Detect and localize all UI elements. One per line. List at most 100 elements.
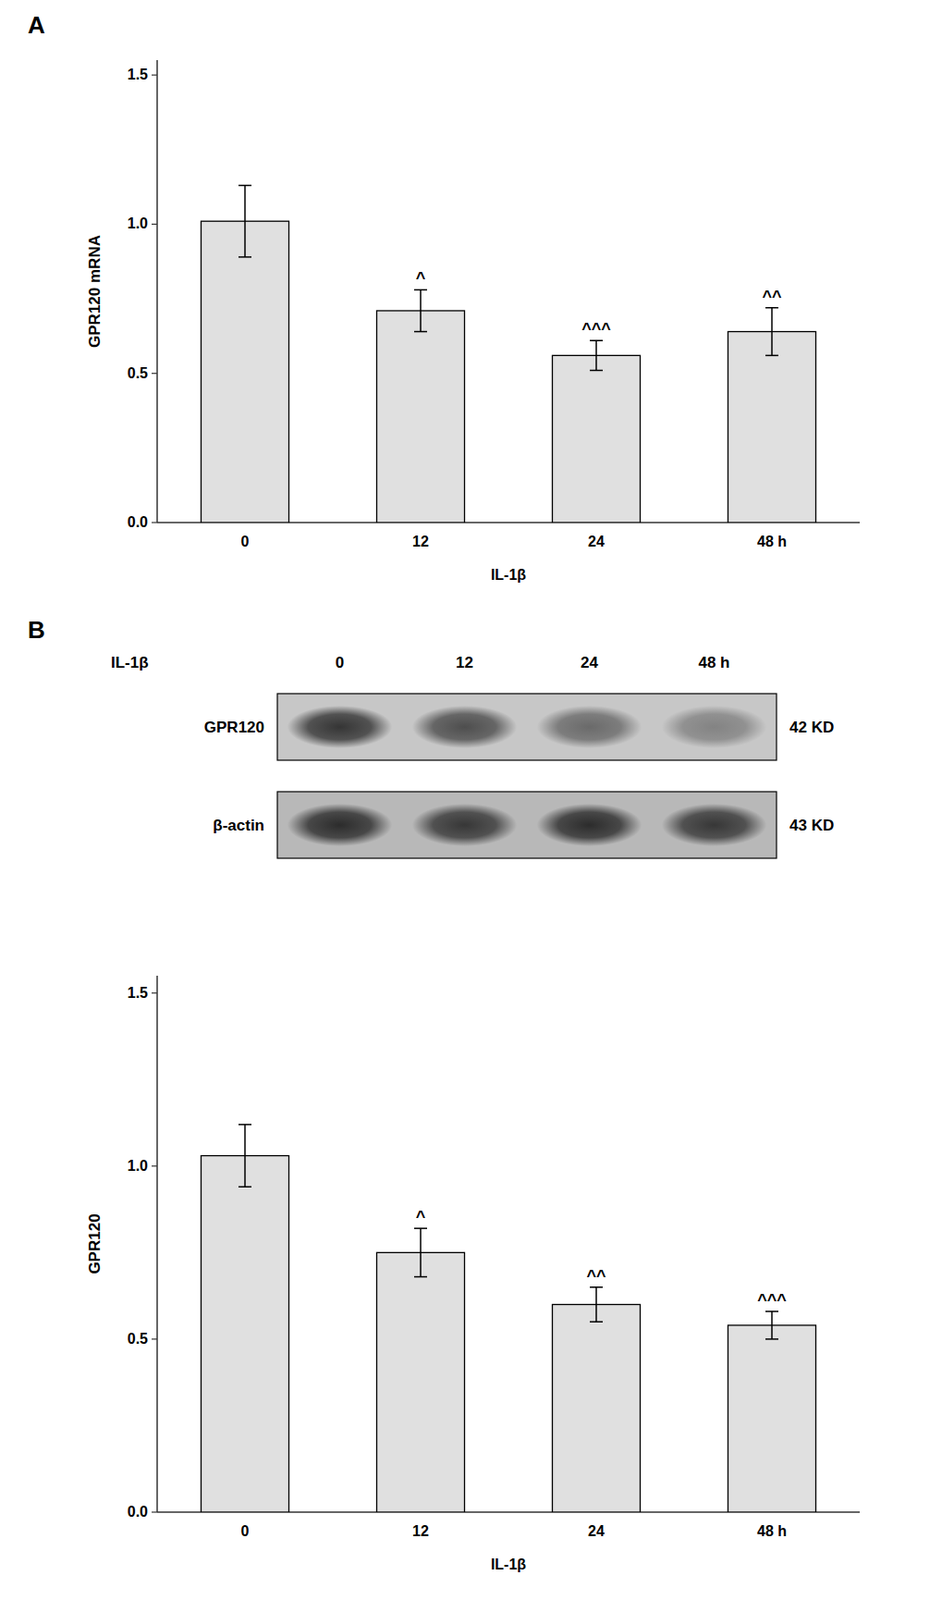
- bar-panel: 0.00.51.01.5GPR1200122448 hIL-1β^^^^^^: [85, 975, 860, 1572]
- blot-band: [661, 705, 767, 748]
- y-axis-label: GPR120 mRNA: [85, 234, 104, 348]
- error-line: [770, 1310, 773, 1339]
- blot-row-label: β-actin: [212, 816, 265, 834]
- error-bar: [238, 1124, 252, 1187]
- blot-band: [287, 705, 392, 748]
- y-tick-label: 1.0: [127, 215, 148, 232]
- y-tick: [151, 223, 158, 225]
- y-tick: [151, 1164, 158, 1166]
- y-tick: [151, 1510, 158, 1512]
- significance: ^^: [761, 287, 783, 306]
- error-cap: [414, 289, 428, 292]
- y-axis-label: GPR120: [85, 1212, 104, 1273]
- error-bar: [238, 184, 252, 257]
- blot-band: [287, 803, 392, 846]
- error-cap: [589, 369, 603, 372]
- error-cap: [589, 1320, 603, 1322]
- error-bar: [765, 1310, 779, 1339]
- x-axis-label: IL-1β: [490, 1555, 527, 1572]
- y-tick: [151, 991, 158, 993]
- bar: [552, 1303, 641, 1512]
- marks: [201, 1124, 817, 1512]
- bar-panel: A0.00.51.01.5GPR120 mRNA0122448 hIL-1β^^…: [27, 11, 860, 583]
- bar: [201, 220, 290, 523]
- bar: [377, 310, 465, 523]
- y-tick: [151, 74, 158, 76]
- significance: ^^^: [581, 319, 612, 339]
- error-line: [419, 1227, 422, 1276]
- y-tick: [151, 521, 158, 523]
- x-tick-label: 24: [587, 533, 605, 550]
- x-tick-label: 0: [241, 1522, 250, 1539]
- x-tick-label: 0: [241, 533, 250, 550]
- error-cap: [765, 1337, 779, 1340]
- y-tick-label: 0.5: [127, 1330, 148, 1346]
- lane-label: 0: [335, 653, 344, 672]
- error-cap: [414, 1275, 428, 1278]
- x-tick-label: 12: [412, 533, 429, 550]
- blot-background: [277, 693, 777, 760]
- blot-header-label: IL-1β: [110, 653, 149, 672]
- panel-label: A: [27, 11, 46, 39]
- error-cap: [765, 1309, 779, 1312]
- x-tick-label: 24: [587, 1522, 605, 1539]
- y-tick-label: 1.0: [127, 1157, 148, 1174]
- error-cap: [238, 256, 252, 258]
- error-line: [770, 307, 773, 356]
- x-tick-label: 48 h: [757, 1522, 787, 1539]
- blot-kd-label: 43 KD: [789, 816, 834, 834]
- figure: A0.00.51.01.5GPR120 mRNA0122448 hIL-1β^^…: [0, 0, 942, 1600]
- error-line: [595, 1286, 598, 1322]
- error-bar: [589, 1286, 603, 1322]
- error-bar: [414, 1227, 428, 1276]
- y-tick-label: 0.5: [127, 365, 148, 381]
- y-tick-label: 1.5: [127, 984, 148, 1001]
- significance: ^: [415, 1207, 427, 1226]
- error-bar: [765, 307, 779, 356]
- lane-label: 24: [580, 653, 599, 672]
- significance: ^: [415, 269, 427, 288]
- significance: ^^: [586, 1266, 607, 1285]
- error-line: [244, 1124, 246, 1187]
- error-bar: [589, 340, 603, 370]
- y-axis: [156, 60, 159, 523]
- error-cap: [238, 184, 252, 187]
- blot-band: [412, 705, 517, 748]
- blot-row-label: GPR120: [204, 718, 265, 736]
- bar: [552, 354, 641, 523]
- error-line: [419, 289, 422, 331]
- bar: [728, 331, 817, 523]
- panel-label: B: [27, 615, 46, 644]
- error-cap: [765, 354, 779, 357]
- y-tick: [151, 1337, 158, 1339]
- y-tick: [151, 372, 158, 374]
- blot-border: [277, 791, 777, 858]
- error-cap: [238, 1123, 252, 1126]
- blot-kd-label: 42 KD: [789, 718, 834, 736]
- error-cap: [414, 1226, 428, 1229]
- x-tick-label: 12: [412, 1522, 429, 1539]
- y-tick-label: 0.0: [127, 513, 148, 530]
- bar: [377, 1251, 465, 1512]
- error-cap: [238, 1186, 252, 1188]
- marks: [201, 184, 817, 523]
- y-axis: [156, 975, 159, 1512]
- blot-band: [537, 803, 642, 846]
- blot-band: [412, 803, 517, 846]
- blot-border: [277, 693, 777, 760]
- error-line: [244, 184, 246, 257]
- blot-background: [277, 791, 777, 858]
- x-tick-label: 48 h: [757, 533, 787, 550]
- blot-panel: BIL-1β0122448 hGPR12042 KDβ-actin43 KD: [27, 615, 834, 858]
- error-cap: [765, 306, 779, 309]
- y-tick-label: 1.5: [127, 66, 148, 83]
- bar: [201, 1155, 290, 1512]
- blot-band: [537, 705, 642, 748]
- blot-band: [661, 803, 767, 846]
- bar: [728, 1324, 817, 1512]
- lane-label: 48 h: [697, 653, 730, 672]
- x-axis-label: IL-1β: [490, 566, 527, 583]
- error-cap: [414, 330, 428, 333]
- significance: ^^^: [757, 1290, 787, 1310]
- error-line: [595, 340, 598, 370]
